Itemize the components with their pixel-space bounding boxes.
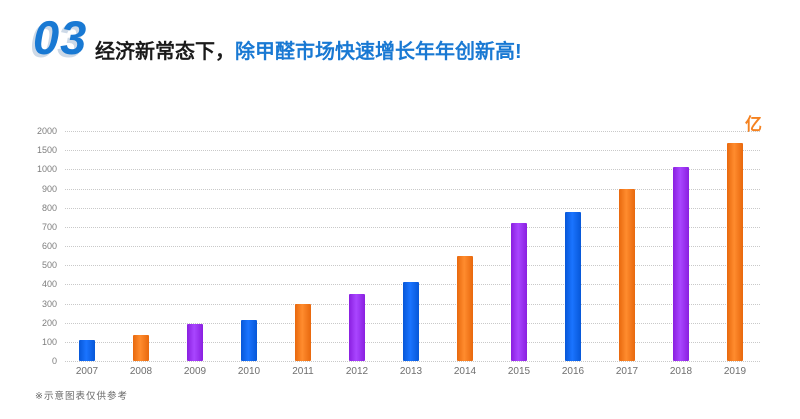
bar-2015 [511,223,527,361]
y-axis-tick-label: 900 [41,183,57,194]
y-axis-tick-label: 400 [41,279,57,290]
bar-2007 [79,339,95,361]
y-axis-tick-label: 100 [41,336,57,347]
gridline [65,265,760,267]
bar-2008 [133,335,149,361]
y-axis-tick-label: 300 [41,298,57,309]
x-axis-tick-label: 2008 [129,366,153,377]
bar-2012 [349,293,365,361]
x-axis-tick-label: 2012 [345,366,369,377]
gridline [65,207,760,209]
gridline [65,361,760,362]
y-axis-tick-label: 1500 [36,145,57,156]
title-highlight-part: 除甲醛市场快速增长年年创新高! [235,41,522,63]
x-axis-tick-label: 2017 [615,366,639,377]
bar-2018 [673,167,689,361]
x-axis-tick-label: 2013 [399,366,423,377]
bar-2014 [457,255,473,361]
gridline [65,131,760,132]
x-axis-tick-label: 2010 [237,366,261,377]
y-axis-tick-label: 700 [41,221,57,232]
gridline [65,169,760,171]
bar-2011 [295,303,311,361]
x-axis-tick-label: 2018 [669,366,693,377]
footnote: ※示意图表仅供参考 [35,391,128,402]
y-axis-tick-label: 800 [41,202,57,213]
x-axis-tick-label: 2011 [292,366,314,377]
section-number: 03 [33,11,88,64]
bar-2013 [403,282,419,361]
x-axis-tick-label: 2015 [507,366,531,377]
bar-2010 [241,319,257,361]
page-title: 经济新常态下，除甲醛市场快速增长年年创新高! [95,40,522,64]
gridline [65,246,760,247]
y-axis-tick-label: 2000 [36,126,57,136]
x-axis-tick-label: 2016 [561,366,585,377]
gridline [65,226,760,228]
y-axis-tick-label: 600 [41,241,57,251]
x-axis-tick-label: 2007 [75,366,99,377]
x-axis-tick-label: 2009 [183,366,207,377]
gridline [65,150,760,152]
gridline [65,188,760,190]
y-axis-tick-label: 1000 [36,164,57,175]
y-axis-tick-label: 0 [51,356,57,366]
y-axis-unit-label: 亿 [745,115,762,134]
y-axis-tick-label: 500 [41,260,57,271]
x-axis-tick-label: 2019 [723,366,747,377]
bar-2019 [727,142,743,361]
x-axis-tick-label: 2014 [453,366,477,377]
bar-2009 [187,323,203,361]
y-axis-tick-label: 200 [41,317,57,328]
title-black-part: 经济新常态下， [95,41,235,63]
bar-2017 [619,188,635,361]
bar-2016 [565,212,581,361]
